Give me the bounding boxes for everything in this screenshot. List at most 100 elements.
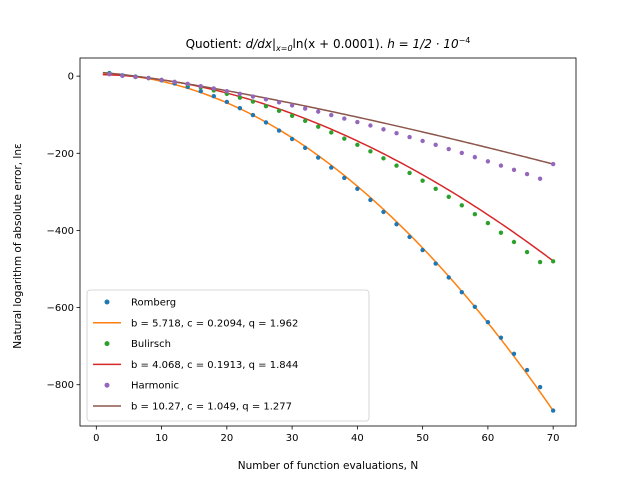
x-axis-ticks: 0 10 20 30 40 50 60 70 [93, 426, 560, 444]
data-point [159, 77, 164, 83]
data-point [329, 165, 334, 170]
data-point [172, 79, 177, 85]
data-point [368, 149, 373, 154]
x-tick-label: 60 [482, 433, 495, 444]
data-point [472, 154, 478, 160]
data-point [485, 320, 491, 325]
data-point [368, 197, 373, 203]
data-point [459, 289, 464, 295]
data-point [329, 130, 334, 135]
x-tick-label: 40 [351, 433, 364, 444]
legend-label: Romberg [131, 298, 176, 309]
data-point [381, 156, 386, 161]
title-prefix: Quotient: [186, 37, 246, 51]
data-point [498, 335, 504, 340]
data-point [198, 83, 203, 89]
y-axis-ticks: 0 −200 −400 −600 −800 [47, 72, 80, 391]
data-point [237, 105, 243, 111]
data-point [381, 127, 386, 132]
legend-marker [104, 341, 110, 347]
data-point [498, 230, 504, 235]
data-point [302, 118, 308, 124]
data-point [355, 186, 360, 191]
data-point [120, 73, 125, 78]
data-point [407, 134, 412, 140]
data-point [342, 116, 347, 121]
legend-marker [104, 299, 110, 305]
legend-box [86, 289, 370, 422]
x-tick-label: 20 [220, 433, 233, 444]
data-point [485, 220, 491, 226]
data-point [342, 136, 347, 141]
data-point [224, 88, 230, 94]
data-point [394, 163, 399, 168]
data-point [407, 170, 412, 176]
plot-area [79, 57, 577, 427]
data-point [511, 351, 517, 357]
y-tick-label: −800 [47, 380, 74, 391]
data-point [550, 259, 556, 264]
x-tick-label: 10 [155, 433, 168, 444]
data-point [250, 99, 256, 104]
data-point [472, 304, 478, 310]
data-point [381, 209, 386, 215]
y-tick-label: −600 [47, 303, 74, 314]
y-tick-label: −200 [47, 149, 74, 160]
fit-line [102, 71, 554, 165]
data-point [185, 81, 190, 87]
y-tick-label: 0 [68, 72, 74, 83]
x-tick-label: 50 [416, 433, 429, 444]
title-exponent: −4 [459, 36, 471, 45]
data-point [289, 113, 295, 119]
data-point [459, 203, 464, 208]
y-tick-label: −400 [47, 226, 74, 237]
data-point [107, 72, 112, 77]
data-point [485, 159, 491, 164]
title-subscript: x=0 [275, 44, 293, 53]
data-point [198, 88, 203, 94]
data-point [524, 367, 530, 373]
data-point [263, 104, 269, 109]
series-group [102, 70, 556, 413]
data-point [237, 95, 243, 100]
fit-line [102, 73, 554, 262]
data-point [133, 74, 138, 80]
data-point [511, 239, 517, 245]
data-point [355, 119, 360, 125]
title-bar: | [272, 37, 276, 51]
data-point [302, 106, 308, 111]
data-point [524, 249, 530, 255]
plot-frame [79, 57, 577, 427]
x-tick-label: 70 [547, 433, 560, 444]
data-point [550, 161, 556, 167]
legend-label: Harmonic [131, 381, 179, 392]
data-point [498, 163, 504, 168]
data-point [420, 178, 425, 183]
data-point [263, 97, 269, 102]
legend-label: Bulirsch [131, 339, 171, 350]
data-point [237, 91, 243, 97]
y-axis-label: Natural logarithm of absolute error, lnε [12, 143, 24, 348]
x-tick-label: 30 [286, 433, 299, 444]
data-point [316, 124, 321, 129]
data-point [276, 128, 282, 133]
data-point [446, 275, 451, 280]
data-point [146, 75, 151, 81]
data-point [329, 112, 334, 118]
data-point [433, 186, 438, 191]
data-point [407, 234, 412, 240]
data-point [289, 136, 295, 142]
data-point [394, 131, 399, 136]
data-point [524, 171, 530, 177]
data-point [250, 94, 256, 99]
data-point [211, 93, 216, 99]
data-point [550, 408, 556, 413]
legend-label: b = 5.718, c = 0.2094, q = 1.962 [131, 318, 298, 329]
data-point [420, 247, 425, 253]
data-point [316, 155, 321, 160]
data-point [342, 175, 347, 181]
data-point [459, 150, 464, 156]
data-point [224, 99, 230, 105]
x-axis-label: Number of function evaluations, N [238, 460, 418, 472]
